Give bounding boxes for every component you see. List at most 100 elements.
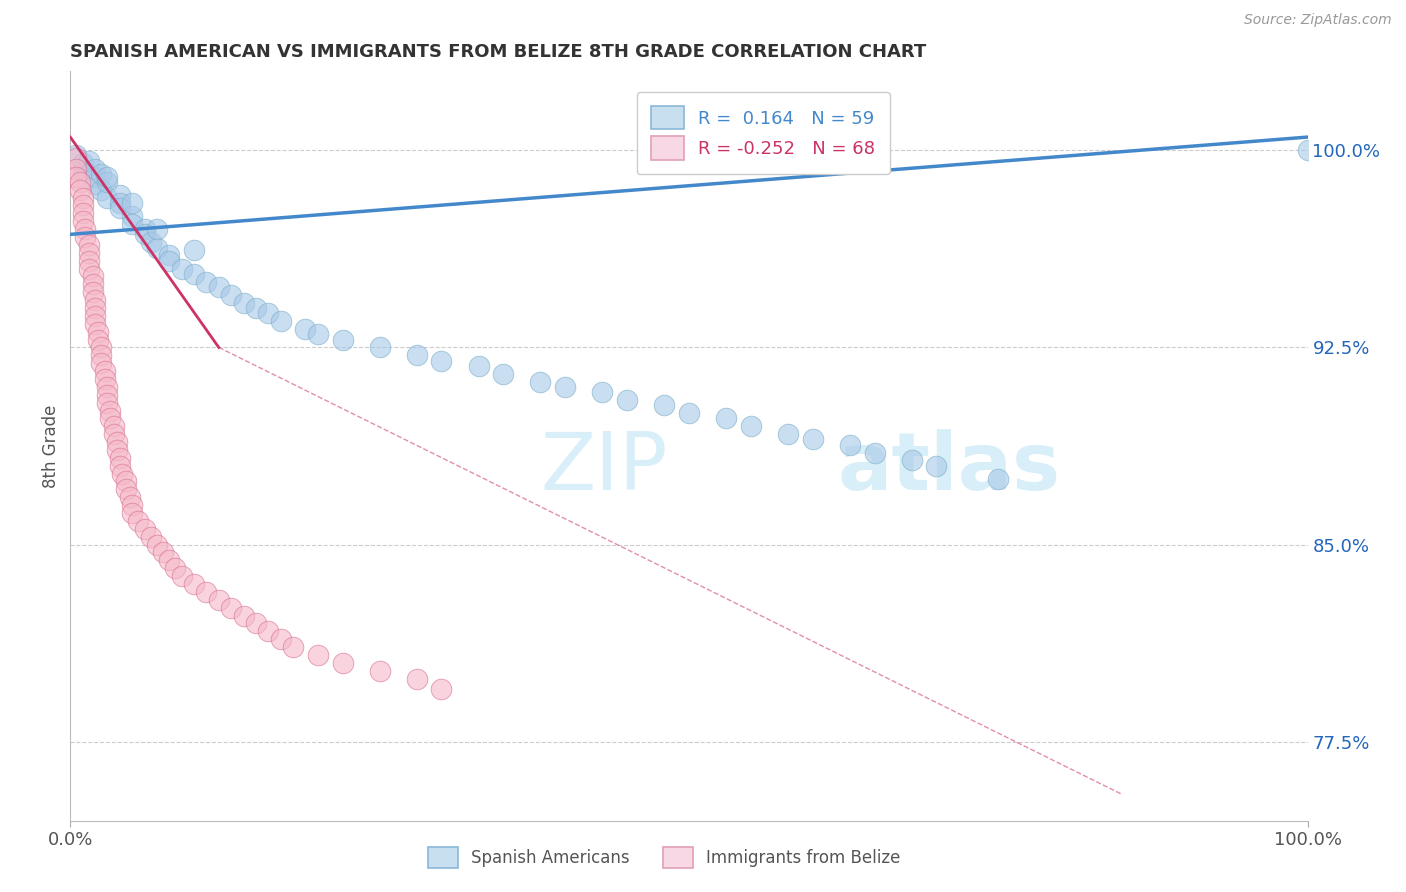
Point bbox=[98, 411, 121, 425]
Text: atlas: atlas bbox=[838, 429, 1060, 508]
Point bbox=[219, 288, 242, 302]
Point bbox=[65, 148, 87, 162]
Point bbox=[77, 153, 100, 168]
Point bbox=[75, 222, 97, 236]
Point bbox=[69, 175, 91, 189]
Point bbox=[84, 317, 107, 331]
Point bbox=[332, 333, 354, 347]
Point bbox=[776, 427, 799, 442]
Point bbox=[96, 175, 118, 189]
Point bbox=[139, 530, 162, 544]
Point bbox=[121, 195, 143, 210]
Point bbox=[281, 640, 304, 654]
Text: ZIP: ZIP bbox=[540, 429, 668, 508]
Point bbox=[157, 253, 180, 268]
Point bbox=[115, 475, 138, 489]
Point bbox=[86, 333, 108, 347]
Point bbox=[72, 190, 94, 204]
Point bbox=[105, 435, 128, 450]
Point bbox=[84, 161, 107, 176]
Point bbox=[121, 209, 143, 223]
Point bbox=[94, 372, 117, 386]
Point bbox=[257, 306, 280, 320]
Point bbox=[105, 442, 128, 457]
Point bbox=[405, 672, 427, 686]
Point bbox=[492, 367, 515, 381]
Text: SPANISH AMERICAN VS IMMIGRANTS FROM BELIZE 8TH GRADE CORRELATION CHART: SPANISH AMERICAN VS IMMIGRANTS FROM BELI… bbox=[70, 44, 927, 62]
Point bbox=[157, 553, 180, 567]
Point bbox=[208, 280, 231, 294]
Point bbox=[183, 243, 205, 257]
Point bbox=[90, 183, 112, 197]
Point bbox=[616, 392, 638, 407]
Point bbox=[529, 375, 551, 389]
Point bbox=[1296, 143, 1319, 157]
Point bbox=[170, 569, 193, 583]
Point bbox=[405, 348, 427, 362]
Point bbox=[714, 411, 737, 425]
Point bbox=[84, 293, 107, 307]
Point bbox=[84, 309, 107, 323]
Point bbox=[96, 169, 118, 184]
Point bbox=[72, 214, 94, 228]
Point bbox=[103, 427, 125, 442]
Point bbox=[134, 522, 156, 536]
Point bbox=[270, 632, 292, 647]
Point bbox=[108, 450, 131, 465]
Point bbox=[368, 340, 391, 354]
Point bbox=[72, 156, 94, 170]
Point bbox=[294, 322, 316, 336]
Point bbox=[96, 395, 118, 409]
Legend: Spanish Americans, Immigrants from Belize: Spanish Americans, Immigrants from Beliz… bbox=[416, 835, 912, 880]
Point bbox=[307, 648, 329, 662]
Point bbox=[801, 433, 824, 447]
Point bbox=[232, 295, 254, 310]
Point bbox=[90, 356, 112, 370]
Point bbox=[77, 238, 100, 252]
Point bbox=[84, 169, 107, 184]
Point bbox=[678, 406, 700, 420]
Point bbox=[65, 161, 87, 176]
Point bbox=[90, 340, 112, 354]
Point bbox=[98, 403, 121, 417]
Text: Source: ZipAtlas.com: Source: ZipAtlas.com bbox=[1244, 13, 1392, 28]
Point bbox=[82, 269, 104, 284]
Point bbox=[134, 227, 156, 242]
Point bbox=[208, 592, 231, 607]
Point bbox=[134, 222, 156, 236]
Point bbox=[72, 164, 94, 178]
Point bbox=[270, 314, 292, 328]
Point bbox=[121, 498, 143, 512]
Point bbox=[108, 201, 131, 215]
Point bbox=[77, 261, 100, 276]
Point bbox=[69, 183, 91, 197]
Point bbox=[96, 388, 118, 402]
Point bbox=[77, 245, 100, 260]
Point bbox=[84, 178, 107, 192]
Point bbox=[987, 472, 1010, 486]
Point bbox=[219, 600, 242, 615]
Y-axis label: 8th Grade: 8th Grade bbox=[42, 404, 60, 488]
Point bbox=[430, 353, 453, 368]
Point bbox=[108, 195, 131, 210]
Point bbox=[115, 483, 138, 497]
Point bbox=[863, 445, 886, 459]
Point bbox=[652, 398, 675, 412]
Point bbox=[591, 385, 613, 400]
Point bbox=[368, 664, 391, 678]
Point bbox=[90, 348, 112, 362]
Point bbox=[257, 624, 280, 639]
Point bbox=[152, 545, 174, 559]
Point bbox=[108, 458, 131, 473]
Point bbox=[65, 151, 87, 165]
Point bbox=[232, 608, 254, 623]
Point bbox=[467, 359, 489, 373]
Point bbox=[127, 514, 149, 528]
Point bbox=[90, 167, 112, 181]
Point bbox=[72, 198, 94, 212]
Point bbox=[139, 235, 162, 250]
Point bbox=[96, 380, 118, 394]
Point bbox=[82, 277, 104, 292]
Point bbox=[82, 285, 104, 300]
Point bbox=[170, 261, 193, 276]
